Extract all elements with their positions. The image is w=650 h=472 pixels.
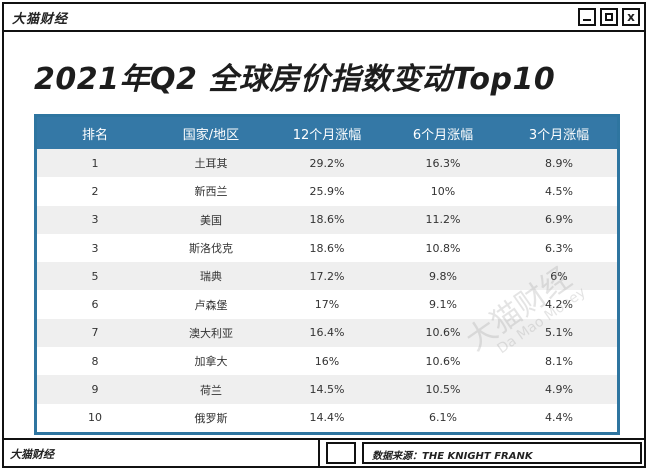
status-source: 数据来源：THE KNIGHT FRANK: [362, 442, 642, 464]
cell-6m: 16.3%: [385, 149, 501, 178]
cell-country: 斯洛伐克: [153, 233, 269, 263]
cell-3m: 8.9%: [501, 149, 617, 178]
table-row: 6 卢森堡 17% 9.1% 4.2%: [37, 290, 617, 319]
cell-12m: 16.4%: [269, 318, 385, 348]
cell-rank: 7: [37, 318, 153, 348]
cell-3m: 4.2%: [501, 290, 617, 319]
cell-3m: 6.9%: [501, 205, 617, 234]
cell-3m: 6%: [501, 262, 617, 291]
cell-6m: 9.1%: [385, 290, 501, 319]
cell-12m: 17%: [269, 290, 385, 319]
maximize-button[interactable]: [600, 8, 618, 26]
cell-rank: 3: [37, 205, 153, 234]
cell-rank: 9: [37, 375, 153, 404]
cell-3m: 4.5%: [501, 177, 617, 206]
table-row: 9 荷兰 14.5% 10.5% 4.9%: [37, 375, 617, 404]
ranking-table: 排名 国家/地区 12个月涨幅 6个月涨幅 3个月涨幅 1 土耳其 29.2% 16.…: [34, 114, 620, 435]
cell-country: 美国: [153, 205, 269, 234]
cell-country: 俄罗斯: [153, 403, 269, 432]
cell-6m: 11.2%: [385, 205, 501, 234]
cell-3m: 8.1%: [501, 347, 617, 376]
cell-country: 土耳其: [153, 149, 269, 178]
minimize-button[interactable]: [578, 8, 596, 26]
cell-12m: 29.2%: [269, 149, 385, 178]
cell-12m: 17.2%: [269, 262, 385, 291]
cell-3m: 5.1%: [501, 318, 617, 348]
cell-country: 新西兰: [153, 177, 269, 206]
cell-country: 加拿大: [153, 347, 269, 376]
table-row: 5 瑞典 17.2% 9.8% 6%: [37, 262, 617, 291]
table-row: 1 土耳其 29.2% 16.3% 8.9%: [37, 149, 617, 178]
cell-rank: 2: [37, 177, 153, 206]
cell-rank: 8: [37, 347, 153, 376]
cell-country: 瑞典: [153, 262, 269, 291]
cell-3m: 6.3%: [501, 233, 617, 263]
table-row: 3 美国 18.6% 11.2% 6.9%: [37, 205, 617, 234]
cell-rank: 5: [37, 262, 153, 291]
cell-6m: 6.1%: [385, 403, 501, 432]
cell-rank: 6: [37, 290, 153, 319]
cell-6m: 9.8%: [385, 262, 501, 291]
cell-country: 澳大利亚: [153, 318, 269, 348]
table-row: 10 俄罗斯 14.4% 6.1% 4.4%: [37, 403, 617, 432]
cell-6m: 10.8%: [385, 233, 501, 263]
cell-12m: 16%: [269, 347, 385, 376]
cell-12m: 25.9%: [269, 177, 385, 206]
header-rank: 排名: [37, 117, 153, 149]
header-country: 国家/地区: [153, 117, 269, 149]
cell-rank: 10: [37, 403, 153, 432]
cell-rank: 1: [37, 149, 153, 178]
cell-6m: 10.6%: [385, 347, 501, 376]
table-header-row: 排名 国家/地区 12个月涨幅 6个月涨幅 3个月涨幅: [37, 117, 617, 149]
cell-6m: 10.5%: [385, 375, 501, 404]
table-row: 2 新西兰 25.9% 10% 4.5%: [37, 177, 617, 206]
status-source-label: 数据来源：THE KNIGHT FRANK: [372, 451, 533, 462]
page-title: 2021年Q2 全球房价指数变动Top10: [34, 62, 556, 97]
status-bar: 大猫财经 数据来源：THE KNIGHT FRANK: [4, 438, 644, 466]
status-brand: 大猫财经: [4, 440, 320, 466]
header-3m: 3个月涨幅: [501, 117, 617, 149]
header-6m: 6个月涨幅: [385, 117, 501, 149]
table-row: 3 斯洛伐克 18.6% 10.8% 6.3%: [37, 233, 617, 263]
window-frame: 大猫财经 x 2021年Q2 全球房价指数变动Top10 排名 国家/地区 12…: [2, 2, 646, 468]
cell-12m: 14.5%: [269, 375, 385, 404]
header-12m: 12个月涨幅: [269, 117, 385, 149]
table-row: 8 加拿大 16% 10.6% 8.1%: [37, 347, 617, 376]
table-row: 7 澳大利亚 16.4% 10.6% 5.1%: [37, 318, 617, 348]
cell-12m: 18.6%: [269, 233, 385, 263]
app-name: 大猫财经: [12, 12, 69, 27]
cell-6m: 10.6%: [385, 318, 501, 348]
close-button[interactable]: x: [622, 8, 640, 26]
status-empty-box: [326, 442, 356, 464]
title-bar: 大猫财经 x: [4, 4, 644, 32]
window-controls: x: [578, 8, 640, 26]
cell-country: 卢森堡: [153, 290, 269, 319]
cell-3m: 4.4%: [501, 403, 617, 432]
cell-12m: 18.6%: [269, 205, 385, 234]
cell-12m: 14.4%: [269, 403, 385, 432]
status-brand-label: 大猫财经: [10, 448, 54, 461]
cell-6m: 10%: [385, 177, 501, 206]
cell-3m: 4.9%: [501, 375, 617, 404]
cell-rank: 3: [37, 233, 153, 263]
cell-country: 荷兰: [153, 375, 269, 404]
